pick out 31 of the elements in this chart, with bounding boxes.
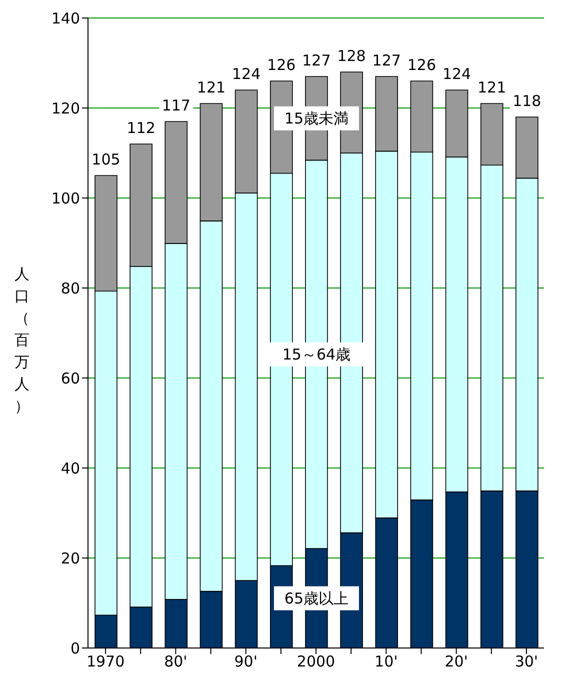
y-tick-label: 0 [70,639,80,658]
total-label: 112 [126,119,156,137]
total-label: 105 [92,150,120,168]
total-label: 124 [232,65,261,83]
y-tick-label: 100 [51,189,80,208]
x-tick-label: 80' [164,652,188,671]
y-tick-label: 20 [60,549,80,568]
x-tick-label: 20' [444,652,468,671]
series-label: 15～64歳 [282,345,351,364]
total-label: 121 [478,78,506,96]
total-label: 117 [162,96,190,114]
total-label: 127 [372,52,401,70]
x-tick-label: 2000 [296,652,336,671]
total-label: 126 [267,56,296,74]
total-label: 124 [442,65,472,83]
total-label: 118 [512,92,542,110]
x-tick-label: 10' [374,652,398,671]
total-label: 126 [407,56,436,74]
x-tick-label: 1970 [86,652,125,671]
y-tick-label: 140 [51,9,80,28]
series-label: 65歳以上 [284,589,349,608]
total-label: 128 [337,47,366,65]
y-tick-label: 120 [51,99,80,118]
x-tick-label: 30' [514,652,538,671]
y-tick-label: 40 [60,459,80,478]
series-label: 15歳未満 [284,109,349,128]
y-tick-label: 60 [60,369,80,388]
total-label: 121 [196,78,226,96]
total-label: 127 [302,52,331,70]
x-tick-label: 90' [234,652,258,671]
y-tick-label: 80 [60,279,80,298]
